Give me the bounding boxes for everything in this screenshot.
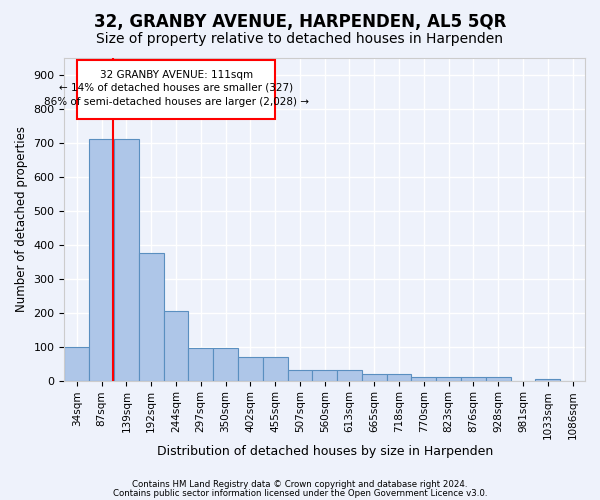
Bar xyxy=(287,370,313,380)
Bar xyxy=(89,139,114,380)
Bar xyxy=(436,377,461,380)
Y-axis label: Number of detached properties: Number of detached properties xyxy=(15,126,28,312)
Text: Contains public sector information licensed under the Open Government Licence v3: Contains public sector information licen… xyxy=(113,488,487,498)
Bar xyxy=(188,348,213,380)
Bar xyxy=(139,253,164,380)
Bar xyxy=(535,379,560,380)
Text: Contains HM Land Registry data © Crown copyright and database right 2024.: Contains HM Land Registry data © Crown c… xyxy=(132,480,468,489)
Bar xyxy=(313,370,337,380)
Text: ← 14% of detached houses are smaller (327): ← 14% of detached houses are smaller (32… xyxy=(59,82,293,92)
Bar xyxy=(362,374,386,380)
Bar xyxy=(486,377,511,380)
Text: 86% of semi-detached houses are larger (2,028) →: 86% of semi-detached houses are larger (… xyxy=(44,96,309,106)
X-axis label: Distribution of detached houses by size in Harpenden: Distribution of detached houses by size … xyxy=(157,444,493,458)
Bar xyxy=(263,357,287,380)
Bar xyxy=(461,377,486,380)
Bar xyxy=(164,311,188,380)
Bar xyxy=(213,348,238,380)
Bar xyxy=(238,357,263,380)
Bar xyxy=(386,374,412,380)
Text: 32 GRANBY AVENUE: 111sqm: 32 GRANBY AVENUE: 111sqm xyxy=(100,70,253,80)
Bar xyxy=(64,346,89,380)
Bar xyxy=(337,370,362,380)
Text: 32, GRANBY AVENUE, HARPENDEN, AL5 5QR: 32, GRANBY AVENUE, HARPENDEN, AL5 5QR xyxy=(94,12,506,30)
FancyBboxPatch shape xyxy=(77,60,275,120)
Text: Size of property relative to detached houses in Harpenden: Size of property relative to detached ho… xyxy=(97,32,503,46)
Bar xyxy=(412,377,436,380)
Bar xyxy=(114,139,139,380)
